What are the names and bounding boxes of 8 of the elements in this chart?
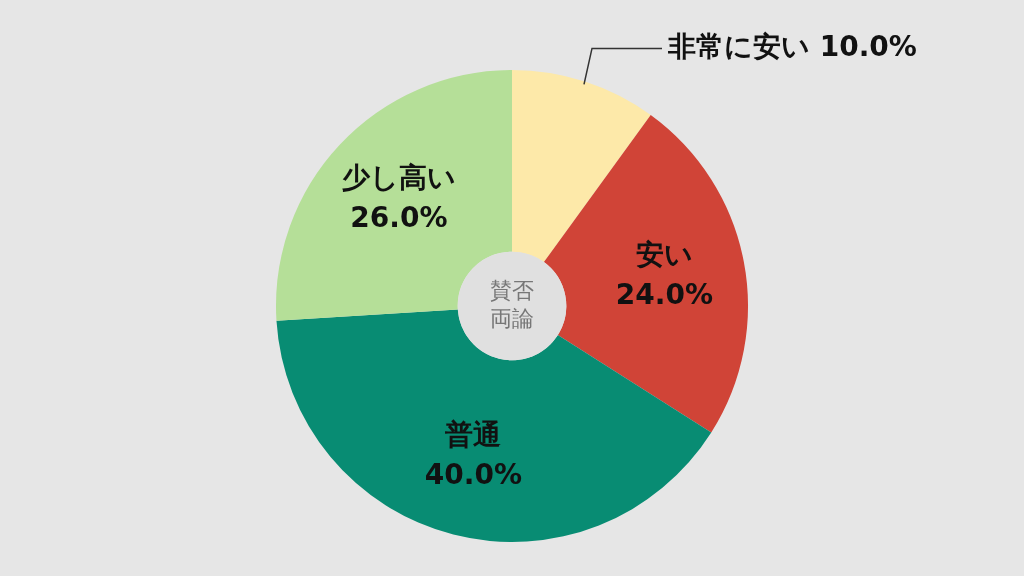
data-label: 40.0% <box>424 457 522 491</box>
slice-label: 非常に安い 10.0% <box>667 29 917 63</box>
data-label: 26.0% <box>350 201 448 235</box>
slice-label: 安い <box>635 238 693 272</box>
text: 賛否両論 <box>490 277 534 331</box>
data-label: 24.0% <box>615 278 713 312</box>
slice-label: 普通 <box>444 417 502 451</box>
slice-label: 少し高い <box>341 161 456 195</box>
